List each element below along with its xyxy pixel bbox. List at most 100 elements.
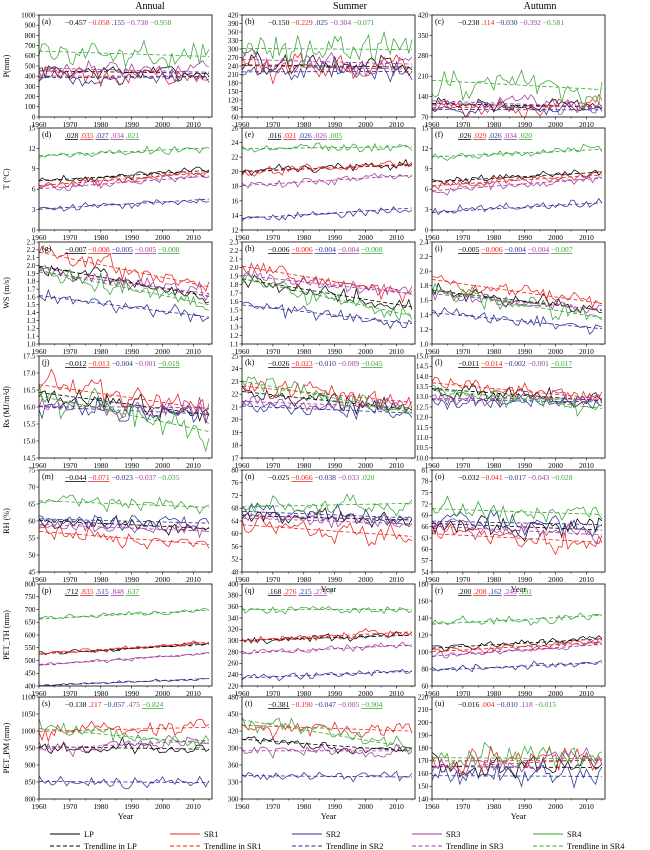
slope-lp: .200 (458, 587, 471, 596)
y-tick-label: 300 (228, 45, 239, 53)
y-tick-label: 64 (231, 517, 239, 525)
slope-lp: −0.032 (458, 473, 480, 482)
series-line-sr4 (242, 605, 413, 615)
x-tick-label: 1970 (456, 120, 471, 129)
y-tick-label: 1.1 (230, 340, 239, 348)
slope-lp: −0.012 (65, 359, 87, 368)
series-group (39, 718, 210, 790)
x-axis-label: Year (321, 812, 337, 821)
y-tick-label: 800 (25, 580, 36, 588)
y-tick-label: 350 (418, 32, 429, 40)
panel-label: (l) (435, 358, 443, 367)
y-tick-label: 2.2 (420, 253, 429, 261)
x-tick-label: 1960 (32, 233, 47, 242)
series-line-sr4 (39, 383, 210, 453)
x-tick-label: 1980 (296, 689, 311, 698)
y-tick-label: 220 (228, 682, 239, 690)
x-tick-label: 1980 (296, 347, 311, 356)
x-tick-label: 2010 (579, 233, 594, 242)
y-tick-label: 650 (25, 619, 36, 627)
x-tick-label: 1990 (327, 347, 342, 356)
y-tick-label: 190 (418, 732, 429, 740)
series-line-sr2 (39, 775, 210, 790)
y-tick-label: 10.5 (416, 444, 429, 452)
series-group (242, 31, 413, 86)
y-tick-label: 17 (231, 454, 239, 462)
slope-sr2: −0.017 (505, 473, 527, 482)
x-tick-label: 2010 (389, 233, 404, 242)
y-tick-label: 1.1 (27, 333, 36, 341)
trendline-sr4 (432, 388, 602, 409)
slope-sr1: .217 (88, 700, 101, 709)
trend-slopes: −0.381 −0.190 −0.047 −0.005 −0.904 (268, 700, 383, 709)
x-tick-label: 1960 (235, 802, 250, 811)
plot-frame (431, 241, 606, 345)
y-tick-label: 210 (228, 71, 239, 79)
y-tick-label: 1.3 (27, 317, 36, 325)
x-tick-label: 1960 (32, 120, 47, 129)
slope-sr2: .215 (298, 587, 311, 596)
panel-label: (a) (42, 17, 51, 26)
series-line-sr2 (432, 660, 603, 673)
series-line-sr1 (39, 526, 210, 550)
y-tick-label: 81 (421, 466, 429, 474)
trend-slopes: −0.025 −0.066 −0.038 −0.033 .020 (268, 473, 375, 482)
slope-sr1: .004 (481, 700, 494, 709)
trend-slopes: −0.026 −0.023 −0.010 −0.009 −0.045 (268, 359, 383, 368)
slope-lp: −0.138 (65, 700, 87, 709)
series-line-sr1 (39, 718, 210, 743)
series-line-sr3 (242, 743, 413, 759)
column-title-autumn: Autumn (524, 1, 557, 12)
legend-trend-label-sr3: Trendline in SR3 (446, 842, 503, 850)
series-line-sr2 (432, 197, 603, 216)
slope-sr4: −0.071 (353, 18, 375, 27)
slope-lp: .712 (65, 587, 78, 596)
panel-label: (d) (42, 130, 52, 139)
trendline-lp (242, 634, 412, 641)
y-tick-label: 100 (418, 648, 429, 656)
panel-label: (q) (245, 586, 255, 595)
y-tick-label: 390 (228, 20, 239, 28)
trend-slopes: −0.012 −0.013 −0.004 −0.001 −0.019 (65, 359, 180, 368)
trendline-sr1 (432, 641, 602, 653)
series-group (39, 368, 210, 453)
plot-frame (38, 127, 213, 231)
slope-sr4: −0.958 (150, 18, 172, 27)
y-tick-label: 140 (418, 614, 429, 622)
y-tick-label: 1.5 (230, 306, 239, 314)
panel-l: 10.0 10.5 11.0 11.5 12.0 12.5 13.0 13.5 14.0 14.5… (416, 352, 606, 470)
plot-frame (431, 696, 606, 800)
y-tick-label: 12 (28, 145, 36, 153)
slope-sr1: −0.006 (481, 245, 503, 254)
y-tick-label: 220 (418, 693, 429, 701)
trendline-sr4 (242, 146, 412, 150)
x-tick-label: 1980 (486, 347, 501, 356)
x-tick-label: 1960 (425, 461, 440, 470)
slope-sr2: −0.023 (112, 473, 134, 482)
series-line-sr1 (242, 628, 413, 644)
x-tick-label: 1980 (296, 575, 311, 584)
trendline-sr3 (242, 174, 412, 187)
trendline-sr2 (39, 781, 209, 783)
y-tick-label: 420 (228, 727, 239, 735)
slope-lp: −0.150 (268, 18, 290, 27)
y-tick-label: 500 (25, 657, 36, 665)
y-tick-label: 1.2 (230, 332, 239, 340)
y-tick-label: 60 (421, 546, 429, 554)
trendline-sr4 (39, 147, 209, 157)
x-tick-label: 1970 (456, 575, 471, 584)
series-line-sr1 (432, 274, 603, 309)
y-tick-label: 13.0 (416, 393, 429, 401)
x-axis-label: Year (511, 812, 527, 821)
x-tick-label: 1960 (425, 347, 440, 356)
x-tick-label: 2010 (389, 347, 404, 356)
series-line-sr2 (242, 60, 413, 83)
y-tick-label: 900 (25, 761, 36, 769)
x-tick-label: 1990 (327, 802, 342, 811)
y-tick-label: 160 (418, 597, 429, 605)
trendline-sr2 (242, 670, 412, 679)
trendline-sr3 (39, 652, 209, 666)
slope-sr4: −0.045 (361, 359, 383, 368)
slope-sr4: −0.008 (361, 245, 383, 254)
series-line-sr1 (432, 745, 603, 777)
